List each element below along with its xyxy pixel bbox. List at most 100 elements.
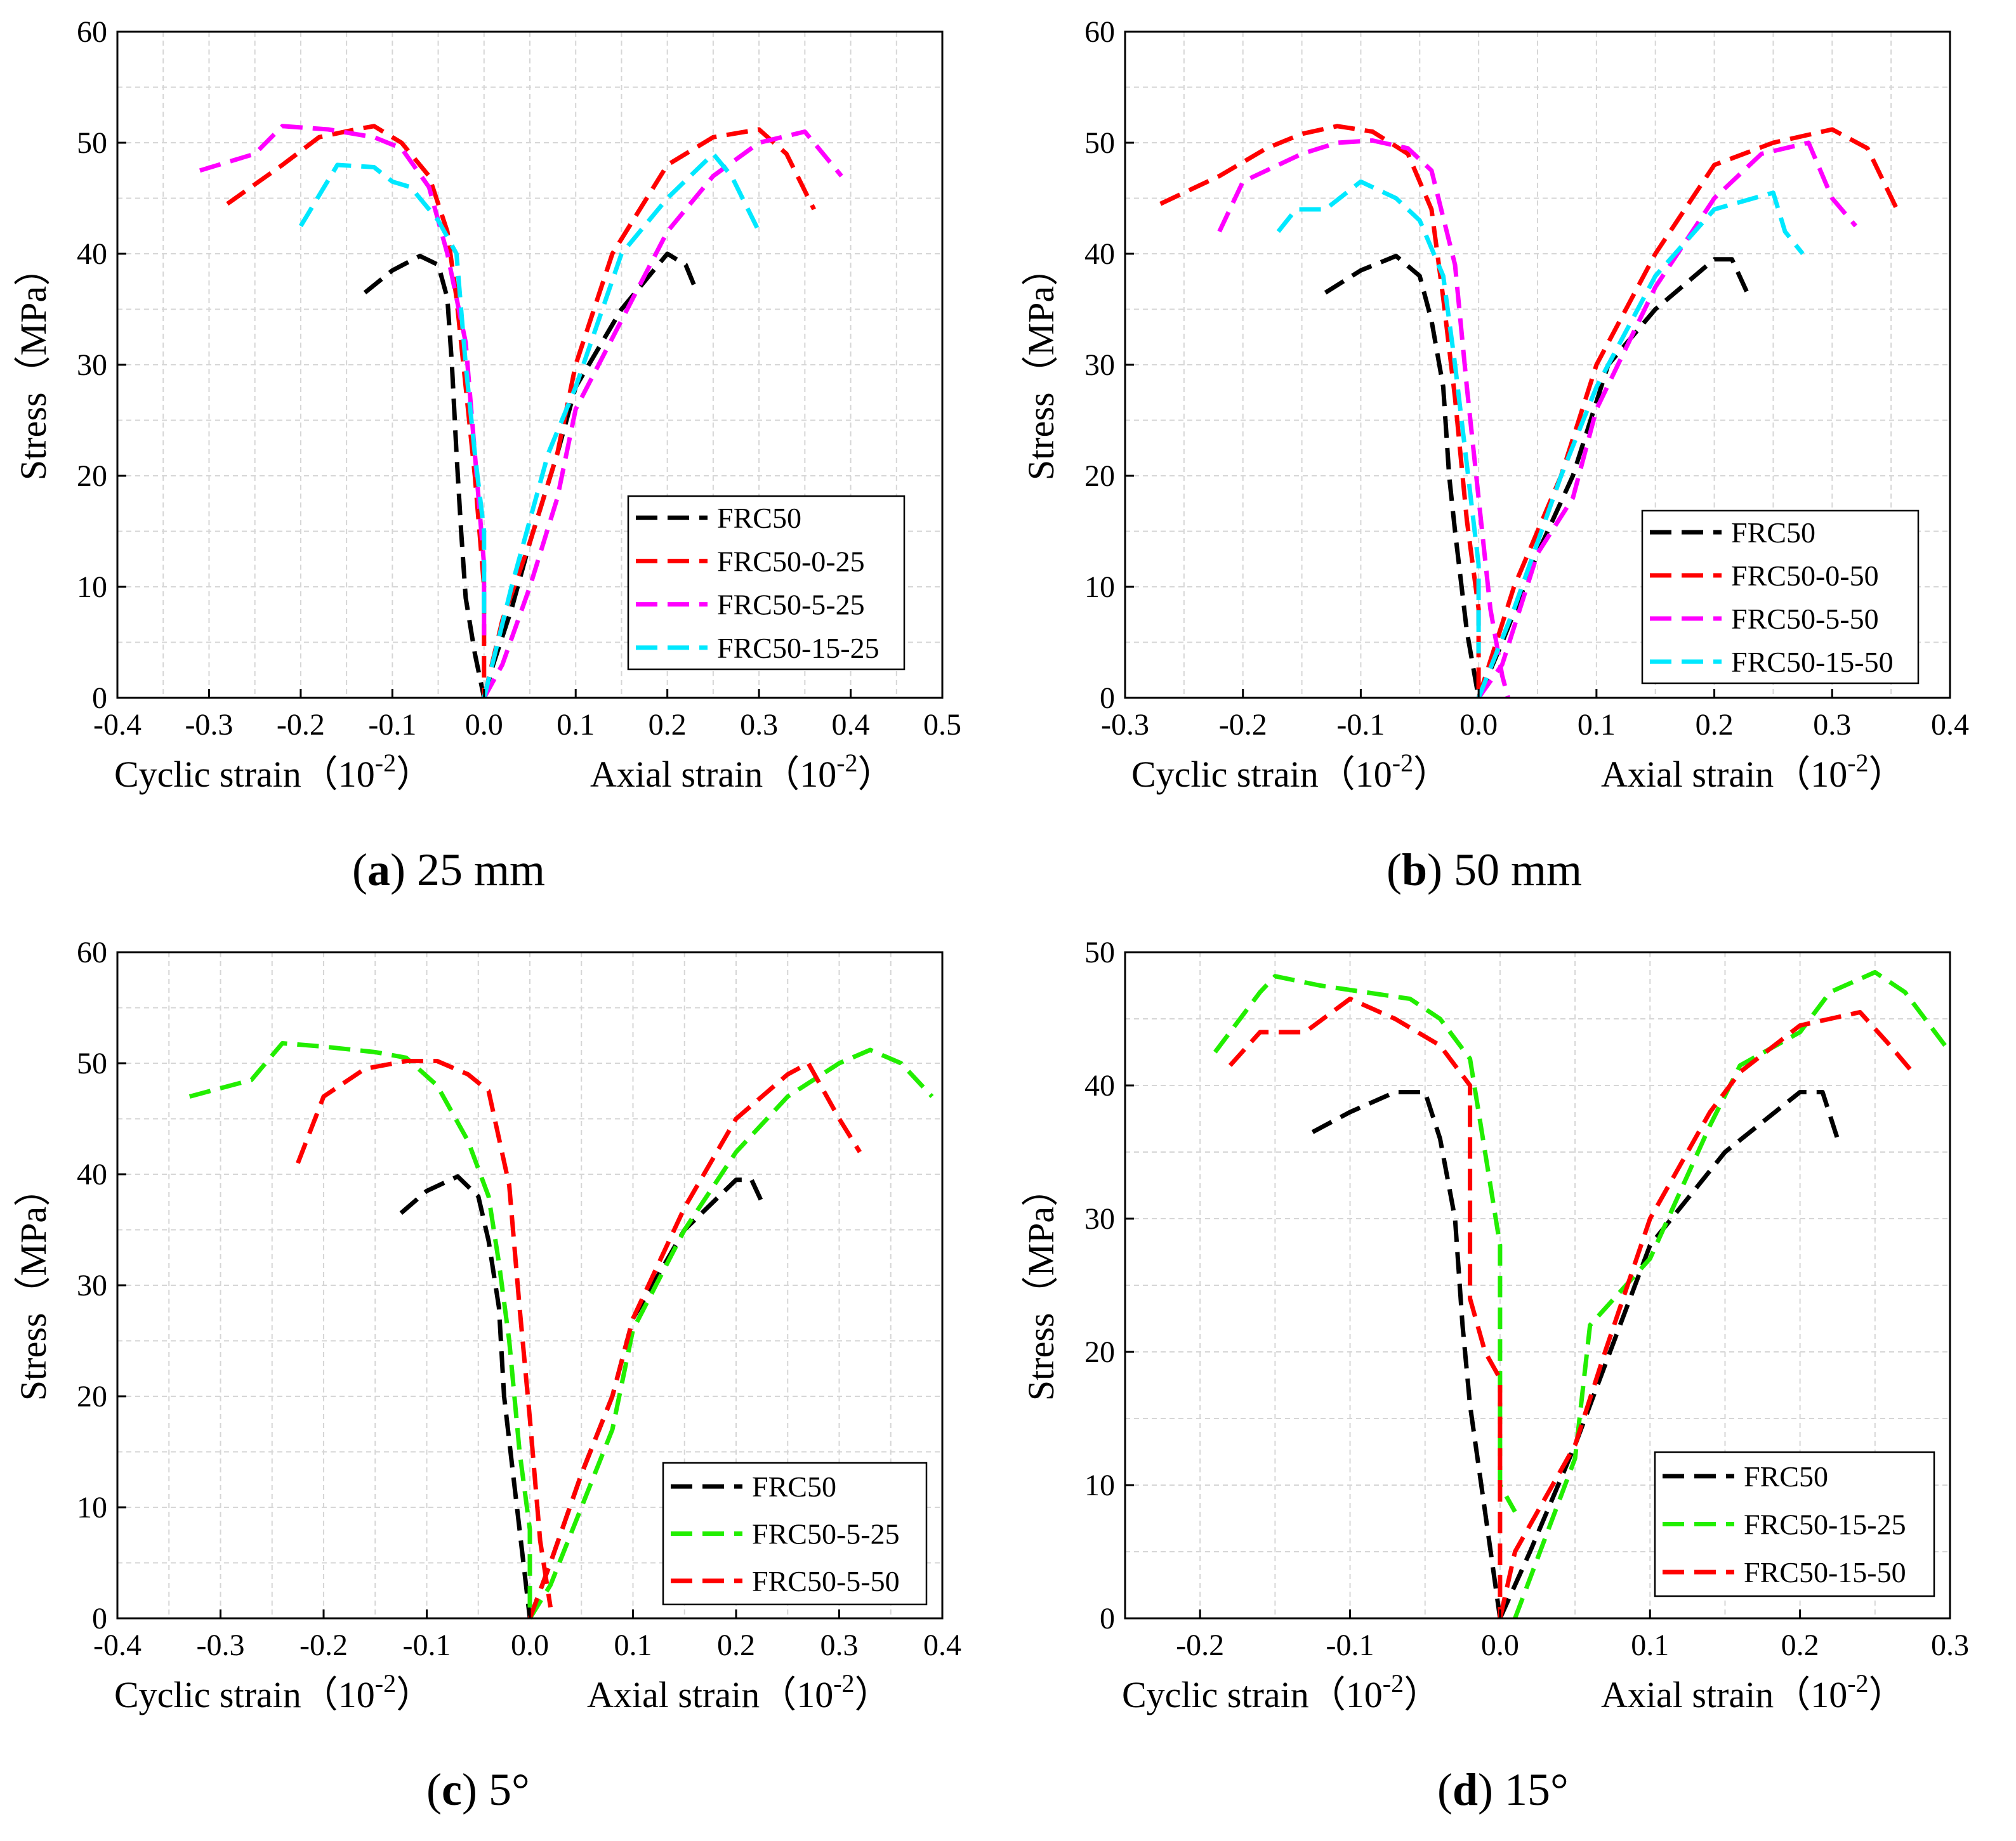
y-tick-label: 50 xyxy=(1084,126,1115,160)
legend: FRC50 FRC50-15-25 FRC50-15-50 xyxy=(1654,1451,1935,1597)
x-tick-label: 0.0 xyxy=(1459,708,1498,742)
caption-letter: d xyxy=(1452,1764,1479,1815)
legend-label: FRC50-5-50 xyxy=(1731,603,1879,635)
legend: FRC50 FRC50-0-25 FRC50-5-25 FRC50-15-25 xyxy=(627,495,906,671)
series-cyclic-frc50 xyxy=(399,1174,532,1619)
y-tick-label: 0 xyxy=(1100,1602,1115,1635)
series-axial-frc50 xyxy=(1498,1090,1840,1620)
series-cyclic-frc50-15-25 xyxy=(298,162,487,620)
series-cyclic-frc50-15-50 xyxy=(1276,179,1481,653)
x-tick-label: -0.3 xyxy=(197,1628,245,1662)
y-tick-label: 10 xyxy=(1084,1469,1115,1502)
y-tick-label: 0 xyxy=(1100,681,1115,715)
y-tick-label: 60 xyxy=(77,15,107,49)
series-axial-frc50-5-50 xyxy=(527,1061,862,1620)
x-axis-title-cyclic-main: Cyclic strain（10 xyxy=(114,754,375,795)
x-axis-title-axial-main: Axial strain（10 xyxy=(590,754,836,795)
legend-label: FRC50-15-50 xyxy=(1744,1556,1906,1589)
x-tick-label: 0.4 xyxy=(923,1628,961,1662)
legend-label: FRC50-5-50 xyxy=(752,1565,900,1597)
x-tick-label: 0.1 xyxy=(614,1628,652,1662)
series-cyclic-frc50-5-50 xyxy=(296,1059,553,1608)
caption-letter: c xyxy=(441,1764,462,1815)
y-tick-label: 40 xyxy=(77,1158,107,1191)
series-axial-frc50-5-25 xyxy=(482,129,843,699)
series-cyclic-frc50-15-25 xyxy=(1213,974,1517,1513)
y-tick-label: 50 xyxy=(77,126,107,160)
legend-label: FRC50-15-50 xyxy=(1731,646,1894,678)
legend-label: FRC50-0-50 xyxy=(1731,560,1879,592)
y-tick-label: 10 xyxy=(77,1491,107,1524)
y-tick-label: 50 xyxy=(77,1047,107,1080)
series-axial-frc50-15-50 xyxy=(1476,190,1805,699)
x-tick-label: 0.4 xyxy=(832,708,870,742)
x-axis-title-cyclic-main: Cyclic strain（10 xyxy=(114,1674,375,1715)
grid xyxy=(117,952,942,1618)
legend: FRC50 FRC50-5-25 FRC50-5-50 xyxy=(662,1462,928,1606)
x-tick-label: -0.3 xyxy=(185,708,233,742)
x-axis-title-cyclic-close: ） xyxy=(1413,754,1450,795)
x-axis-title-axial-exponent: -2 xyxy=(1847,749,1868,777)
x-axis-title-axial: Axial strain（10-2） xyxy=(587,1669,892,1715)
x-tick-label: -0.3 xyxy=(1101,708,1149,742)
y-tick-label: 20 xyxy=(1084,459,1115,493)
series-axial-frc50-5-25 xyxy=(528,1047,934,1620)
y-tick-label: 20 xyxy=(1084,1335,1115,1369)
y-axis-title: Stress（MPa） xyxy=(1020,1170,1062,1401)
y-tick-label: 40 xyxy=(1084,1069,1115,1103)
x-tick-label: 0.2 xyxy=(649,708,687,742)
y-tick-label: 30 xyxy=(1084,1202,1115,1236)
x-tick-label: -0.1 xyxy=(1326,1628,1374,1662)
series-group xyxy=(1159,124,1899,700)
series-axial-frc50 xyxy=(482,251,697,698)
y-tick-label: 20 xyxy=(77,1380,107,1413)
caption-text: 5° xyxy=(488,1764,530,1815)
panel-a: -0.4 -0.3 -0.2 -0.1 0.0 0.1 0.2 0.3 0.4 0.5 0 10 20 3… xyxy=(0,0,1008,920)
y-tick-label: 40 xyxy=(77,237,107,271)
x-axis-title-axial-close: ） xyxy=(1869,754,1906,795)
series-cyclic-frc50 xyxy=(363,254,487,698)
x-axis-title-cyclic-exponent: -2 xyxy=(375,1669,396,1698)
legend-box xyxy=(627,495,906,671)
series-cyclic-frc50-5-25 xyxy=(188,1041,532,1618)
caption-letter: a xyxy=(367,844,390,895)
y-axis-title: Stress（MPa） xyxy=(13,249,54,480)
x-tick-label: -0.2 xyxy=(1176,1628,1224,1662)
x-axis-title-axial: Axial strain（10-2） xyxy=(590,749,895,795)
x-tick-label: 0.5 xyxy=(923,708,961,742)
legend-label: FRC50-15-25 xyxy=(717,632,880,664)
series-axial-frc50-15-50 xyxy=(1498,1010,1914,1619)
x-axis-title-cyclic-exponent: -2 xyxy=(1392,749,1413,777)
chart-b: -0.3 -0.2 -0.1 0.0 0.1 0.2 0.3 0.4 0 10 20 30 40 50 60… xyxy=(1020,15,1969,795)
x-tick-label: -0.4 xyxy=(93,1628,142,1662)
y-tick-label: 0 xyxy=(92,1602,107,1635)
caption-d: (d) 15° xyxy=(1437,1764,1569,1815)
legend-label: FRC50-0-25 xyxy=(717,545,865,577)
x-tick-label: 0.1 xyxy=(557,708,595,742)
y-tick-label: 50 xyxy=(1084,936,1115,969)
series-axial-frc50-15-25 xyxy=(482,152,761,698)
caption-a: (a) 25 mm xyxy=(352,844,545,895)
panel-c: -0.4 -0.3 -0.2 -0.1 0.0 0.1 0.2 0.3 0.4 0 10 20 30 40… xyxy=(0,920,1008,1841)
x-axis-title-cyclic-exponent: -2 xyxy=(1383,1669,1404,1698)
series-group xyxy=(1213,970,1952,1620)
x-axis-title-axial-main: Axial strain（10 xyxy=(587,1674,833,1715)
y-axis-title: Stress（MPa） xyxy=(13,1170,54,1401)
series-group xyxy=(199,124,843,699)
x-axis-title-axial: Axial strain（10-2） xyxy=(1601,1669,1906,1715)
x-tick-label: -0.1 xyxy=(403,1628,451,1662)
x-axis-title-cyclic-exponent: -2 xyxy=(375,749,396,777)
legend-label: FRC50 xyxy=(1744,1460,1828,1493)
plot-frame xyxy=(1124,951,1951,1620)
x-tick-label: 0.4 xyxy=(1931,708,1969,742)
x-axis-title-axial-main: Axial strain（10 xyxy=(1601,1674,1847,1715)
x-axis-title-cyclic: Cyclic strain（10-2） xyxy=(114,749,433,795)
x-axis-title-cyclic: Cyclic strain（10-2） xyxy=(114,1669,433,1715)
y-tick-label: 30 xyxy=(77,1269,107,1302)
legend-label: FRC50-5-25 xyxy=(717,589,865,621)
x-tick-label: -0.1 xyxy=(1336,708,1385,742)
y-tick-label: 0 xyxy=(92,681,107,715)
series-axial-frc50-0-25 xyxy=(482,127,816,698)
x-axis-title-axial-close: ） xyxy=(855,1674,892,1715)
y-tick-label: 60 xyxy=(77,936,107,969)
